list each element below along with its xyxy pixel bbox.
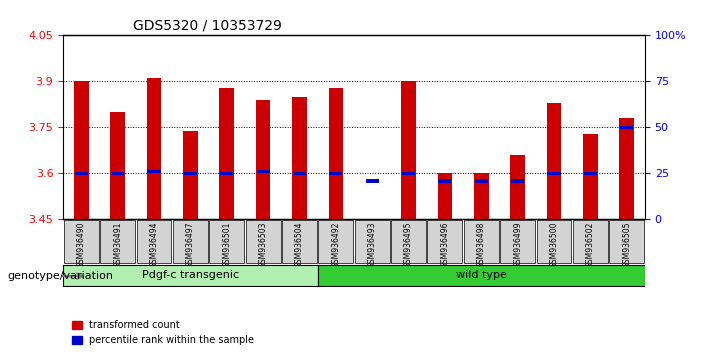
FancyBboxPatch shape [536, 220, 571, 263]
Text: GSM936503: GSM936503 [259, 222, 268, 268]
FancyBboxPatch shape [318, 220, 353, 263]
Bar [438, 179, 451, 183]
FancyBboxPatch shape [428, 220, 463, 263]
Bar [366, 179, 379, 183]
Bar [256, 100, 271, 219]
Text: GSM936491: GSM936491 [113, 222, 122, 268]
Bar [257, 170, 270, 173]
FancyBboxPatch shape [318, 265, 645, 286]
Bar [329, 172, 342, 175]
Bar [474, 173, 489, 219]
Text: GSM936504: GSM936504 [295, 222, 304, 268]
Text: genotype/variation: genotype/variation [7, 271, 113, 281]
FancyBboxPatch shape [573, 220, 608, 263]
Text: wild type: wild type [456, 270, 507, 280]
FancyBboxPatch shape [391, 220, 426, 263]
Text: GSM936499: GSM936499 [513, 222, 522, 268]
Bar [219, 87, 234, 219]
Bar [547, 172, 561, 175]
FancyBboxPatch shape [100, 220, 135, 263]
Bar [75, 172, 88, 175]
Text: GSM936505: GSM936505 [622, 222, 631, 268]
Bar [183, 131, 198, 219]
Text: GSM936500: GSM936500 [550, 222, 559, 268]
FancyBboxPatch shape [245, 220, 280, 263]
Text: GSM936497: GSM936497 [186, 222, 195, 268]
Bar [583, 133, 598, 219]
FancyBboxPatch shape [173, 220, 207, 263]
FancyBboxPatch shape [464, 220, 498, 263]
Bar [620, 118, 634, 219]
Bar [437, 173, 452, 219]
Bar [293, 172, 306, 175]
Bar [584, 172, 597, 175]
FancyBboxPatch shape [282, 220, 317, 263]
Text: GSM936493: GSM936493 [368, 222, 376, 268]
Bar [620, 126, 633, 129]
Bar [111, 172, 124, 175]
Bar [401, 81, 416, 219]
Text: GSM936502: GSM936502 [586, 222, 595, 268]
FancyBboxPatch shape [137, 220, 172, 263]
Text: GSM936496: GSM936496 [440, 222, 449, 268]
Bar [110, 112, 125, 219]
Bar [184, 172, 197, 175]
Bar [147, 170, 161, 173]
Text: GSM936492: GSM936492 [332, 222, 340, 268]
FancyBboxPatch shape [501, 220, 535, 263]
Bar [510, 155, 525, 219]
Text: GSM936490: GSM936490 [77, 222, 86, 268]
Bar [74, 81, 88, 219]
Text: GSM936498: GSM936498 [477, 222, 486, 268]
FancyBboxPatch shape [210, 220, 244, 263]
Bar [511, 179, 524, 183]
FancyBboxPatch shape [63, 265, 318, 286]
Text: GSM936495: GSM936495 [404, 222, 413, 268]
Bar [220, 172, 233, 175]
Text: Pdgf-c transgenic: Pdgf-c transgenic [142, 270, 239, 280]
FancyBboxPatch shape [64, 220, 99, 263]
Bar [329, 87, 343, 219]
Bar [402, 172, 415, 175]
Bar [147, 78, 161, 219]
Bar [547, 103, 562, 219]
FancyBboxPatch shape [609, 220, 644, 263]
Text: GSM936501: GSM936501 [222, 222, 231, 268]
Bar [475, 179, 488, 183]
Text: GSM936494: GSM936494 [149, 222, 158, 268]
Legend: transformed count, percentile rank within the sample: transformed count, percentile rank withi… [68, 316, 258, 349]
Bar [292, 97, 307, 219]
Text: GDS5320 / 10353729: GDS5320 / 10353729 [133, 19, 282, 33]
FancyBboxPatch shape [355, 220, 390, 263]
